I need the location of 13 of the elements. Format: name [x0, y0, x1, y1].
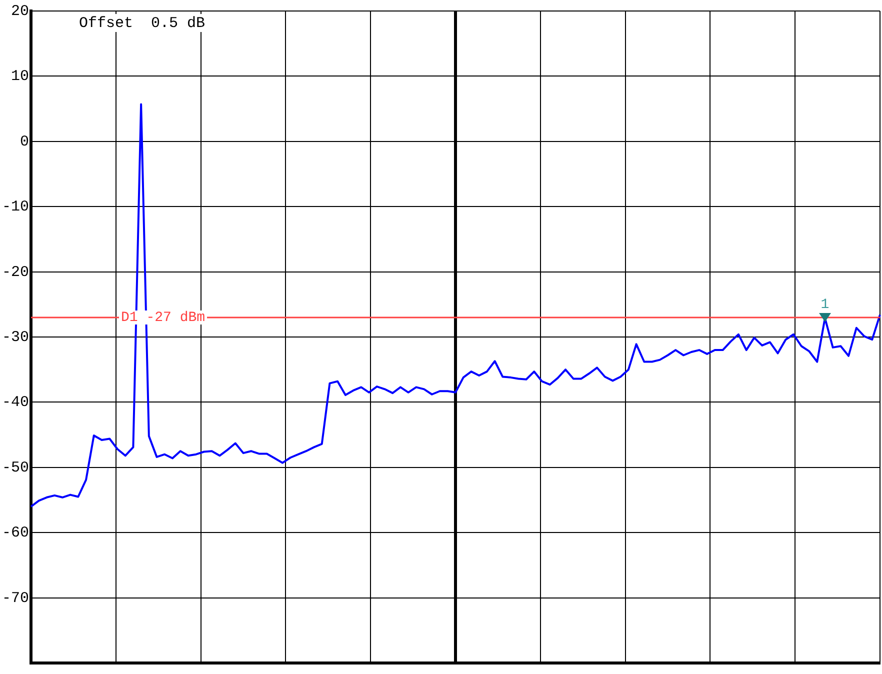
y-tick-label: -60 [2, 524, 30, 542]
ref-line-label: D1 -27 dBm [121, 310, 206, 326]
y-tick-label: 10 [10, 68, 30, 86]
y-tick-label: -70 [2, 590, 30, 607]
annotation: Offset 0.5 dB [79, 14, 206, 32]
y-tick-label: 20 [10, 2, 30, 20]
y-tick-label: -20 [2, 264, 30, 281]
y-tick-label: -50 [2, 459, 30, 476]
y-tick-label: 0 [20, 133, 30, 150]
annotation: 1 [820, 297, 830, 314]
y-tick-label: -40 [2, 394, 30, 412]
y-tick-label: -30 [2, 328, 30, 346]
y-tick-label: -10 [2, 198, 30, 216]
